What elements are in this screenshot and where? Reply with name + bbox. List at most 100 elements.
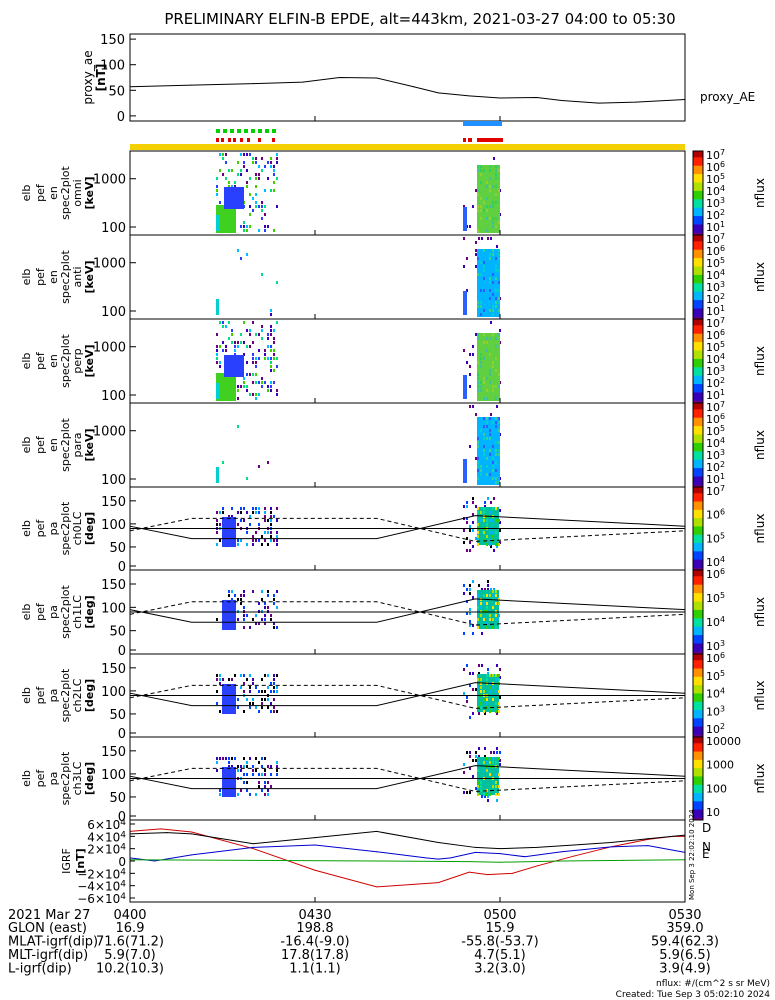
spectrogram-cell (469, 608, 471, 611)
igrf-series-total (130, 831, 685, 848)
spectrogram-cell (264, 357, 266, 360)
spectrogram-cell (216, 618, 218, 621)
spectrogram-cell (477, 381, 479, 384)
spectrogram-cell (463, 207, 467, 231)
spectrogram-cell (463, 237, 465, 240)
spectrogram-cell (483, 425, 485, 428)
spectrogram-cell (255, 193, 257, 196)
igrf-point (191, 832, 192, 833)
data-coverage-bar (130, 144, 685, 150)
spectrogram-cell (492, 757, 494, 760)
spectrogram-cell (486, 349, 488, 352)
spectrogram-cell (249, 523, 251, 526)
spectrogram-cell (216, 383, 219, 399)
spectrogram-cell (495, 341, 497, 344)
spectrogram-cell (225, 153, 227, 156)
spectrogram-cell (477, 305, 479, 308)
spectrogram-cell (484, 501, 486, 504)
spectrogram-cell (255, 706, 257, 709)
spectrogram-cell (469, 791, 471, 794)
spectrogram-cell (246, 185, 248, 188)
spectrogram-cell (486, 519, 488, 522)
spectrogram-cell (255, 357, 257, 360)
science-zone-mark (251, 129, 255, 133)
spectrogram-cell (489, 177, 491, 180)
spectrogram-cell (495, 507, 497, 510)
panel-ytick-label: 0 (118, 644, 126, 659)
panel-ylabel: [deg] (83, 679, 96, 712)
spectrogram-cell (498, 417, 500, 420)
spectrogram-cell (498, 690, 500, 693)
spectrogram-cell (270, 535, 272, 538)
spectrogram-cell (276, 365, 278, 368)
spectrogram-cell (492, 305, 494, 308)
spectrogram-cell (477, 185, 479, 188)
spectrogram-cell (255, 793, 257, 796)
spectrogram-cell (216, 349, 218, 352)
spectrogram-cell (477, 769, 479, 772)
spectrogram-cell (267, 594, 269, 597)
spectrogram-cell (246, 531, 248, 534)
spectrogram-cell (495, 781, 497, 784)
spectrogram-cell (270, 385, 272, 388)
spectrogram-cell (270, 389, 272, 392)
spectrogram-cell (463, 592, 465, 595)
panel-ytick-label: 1000 (93, 257, 126, 272)
spectrogram-cell (492, 269, 494, 272)
spectrogram-cell (492, 381, 494, 384)
panel-ylabel: pef (34, 435, 47, 454)
spectrogram-cell (264, 353, 266, 356)
spectrogram-cell (243, 626, 245, 629)
spectrogram-cell (489, 543, 491, 546)
spectrogram-cell (492, 389, 494, 392)
igrf-side-timestamp: Mon Sep 3 22:02:10 2024 (688, 809, 696, 900)
spectrogram-cell (237, 698, 239, 701)
spectrogram-cell (237, 389, 239, 392)
spectrogram-cell (246, 789, 248, 792)
science-zone-mark (216, 129, 220, 133)
spectrogram-cell (498, 305, 500, 308)
spectrogram-cell (273, 341, 275, 344)
spectrogram-cell (237, 765, 239, 768)
colorbar-tick-label: 104 (706, 687, 725, 701)
spectrogram-cell (483, 285, 485, 288)
spectrogram-cell (495, 301, 497, 304)
spectrogram-cell (237, 598, 239, 601)
spectrogram-cell (219, 682, 221, 685)
spectrogram-cell (276, 765, 278, 768)
spectrogram-cell (483, 201, 485, 204)
spectrogram-cell (270, 710, 272, 713)
spectrogram-cell (261, 381, 263, 384)
spectrogram-cell (261, 773, 263, 776)
proxy-ae-point (438, 92, 439, 93)
spectrogram-cell (276, 157, 278, 160)
spectrogram-cell (498, 425, 500, 428)
spectrogram-cell (258, 333, 260, 336)
spectrogram-cell (222, 600, 236, 630)
spectrogram-cell (495, 618, 497, 621)
spectrogram-cell (483, 381, 485, 384)
spectrogram-cell (480, 313, 482, 316)
spectrogram-cell (234, 594, 236, 597)
spectrogram-cell (495, 373, 497, 376)
spectrogram-cell (480, 289, 482, 292)
spectrogram-cell (495, 305, 497, 308)
spectrogram-cell (252, 702, 254, 705)
igrf-point (376, 851, 377, 852)
spectrogram-cell (492, 165, 494, 168)
spectrogram-cell (261, 385, 263, 388)
spectrogram-cell (477, 269, 479, 272)
spectrogram-cell (252, 543, 254, 546)
spectrogram-cell (489, 229, 491, 232)
spectrogram-cell (228, 321, 230, 324)
spectrogram-cell (495, 393, 497, 396)
panel-ytick-label: 100 (101, 518, 126, 533)
spectrogram-cell (255, 157, 257, 160)
igrf-point (376, 886, 377, 887)
spectrogram-cell (255, 161, 257, 164)
spectrogram-cell (483, 309, 485, 312)
spectrogram-cell (273, 678, 275, 681)
spectrogram-cell (258, 349, 260, 352)
spectrogram-cell (486, 678, 488, 681)
spectrogram-cell (495, 265, 497, 268)
